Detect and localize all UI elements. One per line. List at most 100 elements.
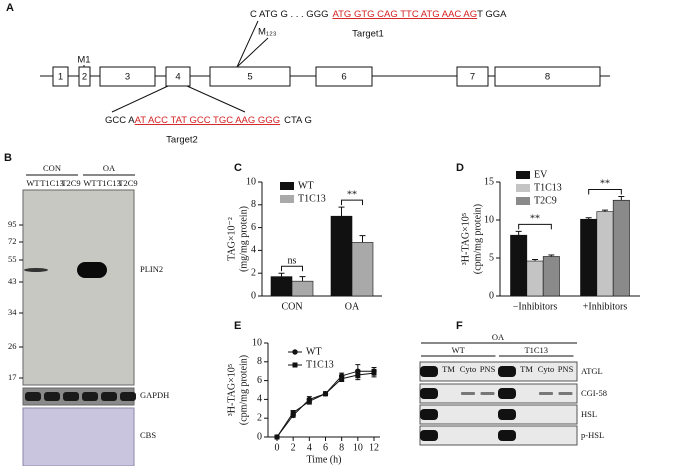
lane-label: T1C13 <box>40 178 64 188</box>
y-axis-label: ³H-TAG×10⁵ <box>226 364 237 416</box>
point <box>290 410 296 416</box>
y-tick-label: 0 <box>251 290 256 301</box>
lane-label: Cyto <box>460 364 477 374</box>
x-tick-label: −Inhibitors <box>513 301 558 312</box>
exon <box>78 66 91 87</box>
band-label: GAPDH <box>140 390 169 400</box>
y-tick-label: 5 <box>489 252 494 263</box>
y-axis-label: (cpm/mg protein) <box>472 204 483 274</box>
error-bar <box>359 235 366 243</box>
panel-label: E <box>234 320 241 332</box>
x-tick-label: 0 <box>275 442 280 453</box>
y-tick-label: 2 <box>251 267 256 278</box>
target2-sequence: GCC AAT ACC TAT GCC TGC AAG GGG CTA G <box>105 115 312 126</box>
y-tick-label: 0 <box>489 290 494 301</box>
stain-strip <box>22 407 135 466</box>
band <box>25 392 41 401</box>
error-bar <box>548 254 555 257</box>
seq-target: ATG GTG CAG TTC ATG AAC AG <box>332 9 477 20</box>
sig-label: ns <box>288 255 297 266</box>
band <box>498 388 516 399</box>
legend-swatch <box>280 195 294 203</box>
band <box>82 392 98 401</box>
x-tick-label: CON <box>281 301 302 312</box>
lane-label: T2C9 <box>61 178 80 188</box>
lane-label: WT <box>83 178 97 188</box>
x-tick-label: OA <box>345 301 360 312</box>
legend-swatch <box>516 171 530 179</box>
x-tick-label: 8 <box>339 442 344 453</box>
target1-label: Target1 <box>352 29 384 40</box>
band-label: HSL <box>581 409 597 419</box>
sig-label: ** <box>530 214 540 225</box>
band <box>558 392 573 395</box>
connector <box>236 37 269 68</box>
target2-label: Target2 <box>166 135 198 146</box>
x-tick-label: 10 <box>353 442 363 453</box>
band-label: CBS <box>140 430 156 440</box>
group-label: T1C13 <box>524 345 548 355</box>
panel-label: A <box>6 2 14 14</box>
band <box>420 366 438 377</box>
panel-label: F <box>456 320 463 332</box>
mw-marker: 34 <box>8 307 17 317</box>
y-tick-label: 15 <box>484 176 494 187</box>
exon <box>494 66 601 87</box>
legend-swatch <box>516 184 530 192</box>
seq-suffix: T GGA <box>477 9 507 20</box>
legend-label: T1C13 <box>306 359 334 370</box>
legend-label: WT <box>298 180 314 191</box>
error-bar <box>278 272 285 277</box>
point <box>339 376 345 382</box>
target1-sequence: C ATG G . . . GGG ATG GTG CAG TTC ATG AAC… <box>250 9 507 20</box>
x-axis-label: Time (h) <box>307 454 342 465</box>
point <box>274 434 280 440</box>
x-tick-label: 6 <box>323 442 328 453</box>
lane-label: WT <box>26 178 40 188</box>
lane-label: LD <box>423 364 434 374</box>
band-label: PLIN2 <box>140 264 163 274</box>
y-tick-label: 6 <box>257 375 262 386</box>
band <box>420 388 438 399</box>
sig-label: ** <box>600 179 610 190</box>
group-label: CON <box>43 163 61 173</box>
m123-label: M₁₂₃ <box>258 27 277 38</box>
sig-label: ** <box>347 189 357 200</box>
error-bar <box>515 230 522 236</box>
y-axis-label: ³H-TAG×10⁵ <box>460 213 471 265</box>
lane-label: T1C13 <box>97 178 121 188</box>
y-axis-label: (cpm/mg protein) <box>238 355 249 425</box>
lane-label: T2C9 <box>118 178 137 188</box>
legend-label: T1C13 <box>534 182 562 193</box>
legend-label: T1C13 <box>298 193 326 204</box>
panel-label: D <box>456 162 464 174</box>
error-bar <box>585 217 592 220</box>
exon <box>165 66 191 87</box>
connector <box>111 85 169 113</box>
panel-label: B <box>4 152 12 164</box>
x-tick-label: +Inhibitors <box>583 301 628 312</box>
seq-suffix: CTA G <box>284 115 312 126</box>
group-label: WT <box>452 345 466 355</box>
band <box>498 409 516 420</box>
mw-marker: 43 <box>8 276 17 286</box>
seq-prefix: GCC A <box>105 115 135 126</box>
error-bar <box>299 276 306 282</box>
legend-label: WT <box>306 346 322 357</box>
error-bar <box>602 209 608 212</box>
x-tick-label: 12 <box>369 442 379 453</box>
band <box>420 409 438 420</box>
exon-label: 1 <box>58 72 63 83</box>
mw-marker: 55 <box>8 254 17 264</box>
blot <box>22 189 135 386</box>
band <box>420 430 438 441</box>
sig-bracket <box>281 265 303 272</box>
error-bar <box>532 259 538 262</box>
band <box>101 392 117 401</box>
sig-bracket <box>341 199 363 206</box>
connector <box>186 85 246 113</box>
panel-label: C <box>234 162 242 174</box>
band <box>77 262 107 278</box>
band <box>63 392 79 401</box>
bar <box>542 256 560 297</box>
